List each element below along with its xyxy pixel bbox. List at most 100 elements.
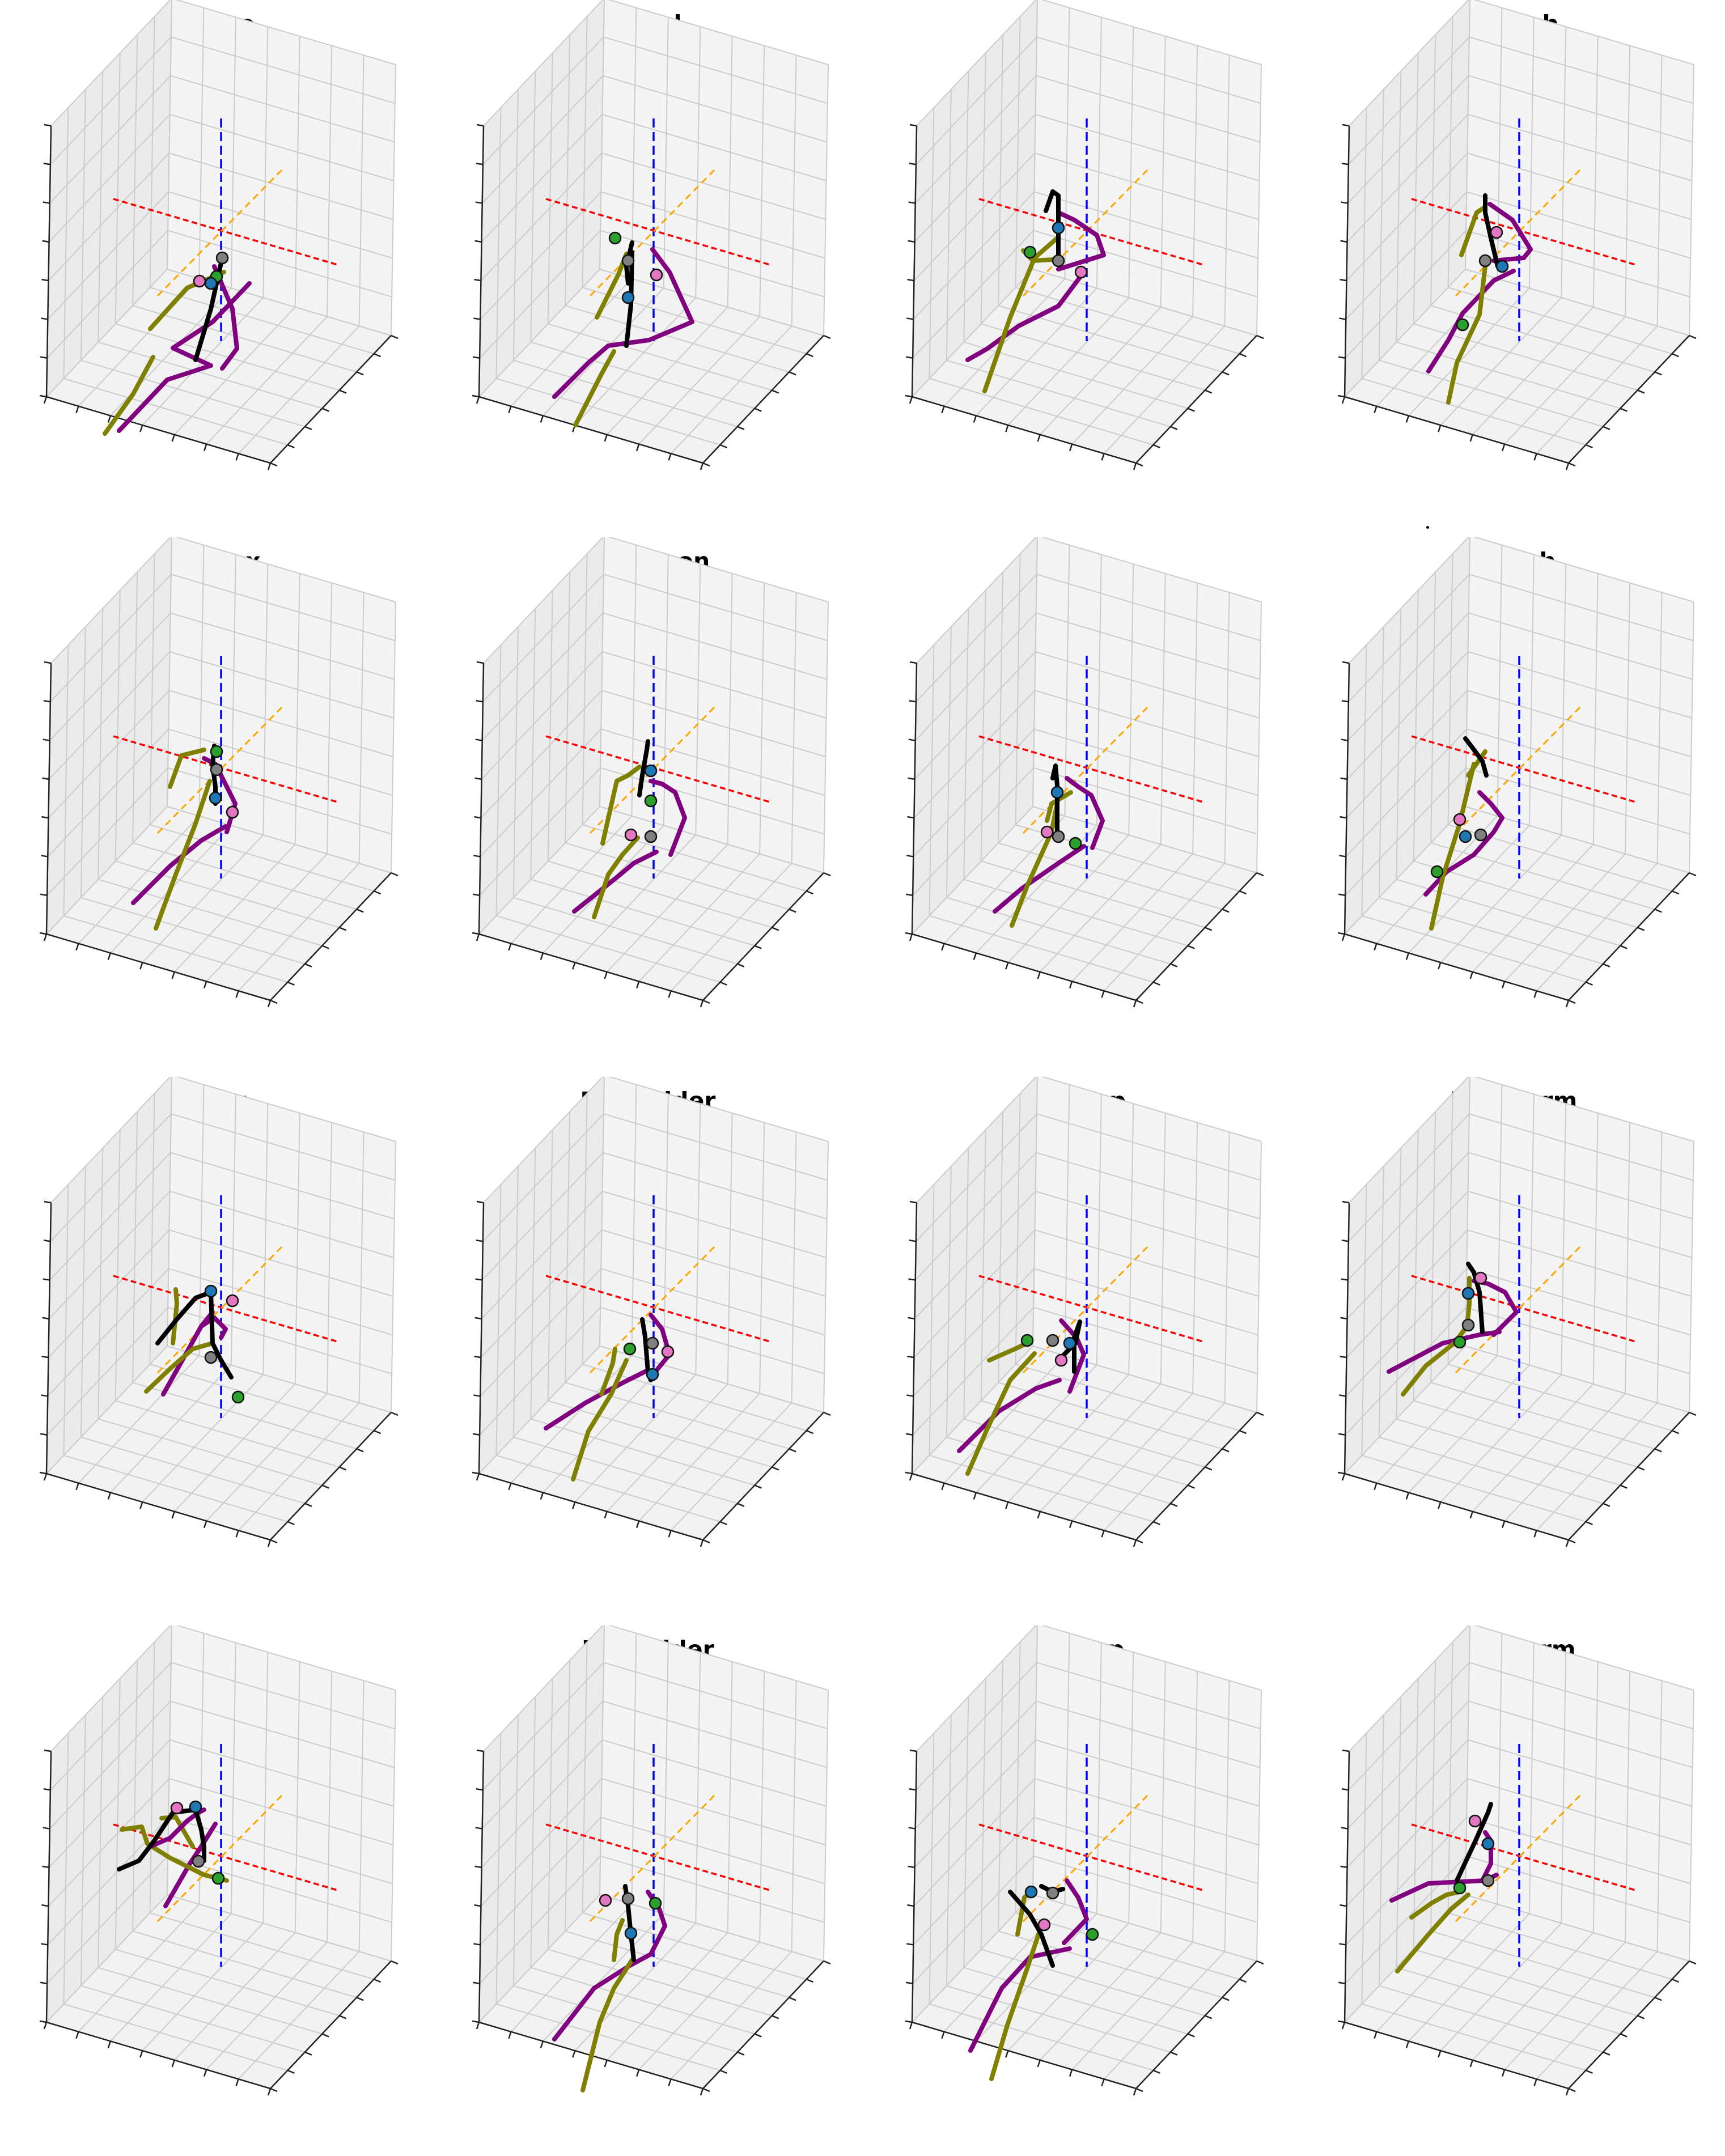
gridline xyxy=(1346,114,1469,243)
x-tick xyxy=(1101,990,1105,998)
y-axis-line xyxy=(702,1960,824,2089)
skeleton-segment xyxy=(957,1378,1062,1453)
gridline xyxy=(1362,377,1586,445)
gridline xyxy=(483,1626,604,1752)
z-tick xyxy=(1339,317,1346,320)
gridline xyxy=(929,2003,1154,2071)
gridline xyxy=(929,644,935,916)
gridline xyxy=(603,1113,828,1181)
gridline xyxy=(1064,1633,1070,1904)
gridline xyxy=(171,36,396,104)
y-tick xyxy=(1135,1539,1143,1544)
x-tick xyxy=(1438,2050,1442,2058)
gridline xyxy=(1349,1626,1469,1752)
gridline xyxy=(1036,1700,1260,1768)
joint-marker xyxy=(624,828,638,842)
gridline xyxy=(603,1662,828,1730)
gridline xyxy=(46,269,168,397)
y-tick xyxy=(1135,462,1143,467)
gridline xyxy=(1041,537,1262,602)
reference-x-axis xyxy=(545,1275,770,1343)
x-tick xyxy=(1469,434,1473,442)
floor-pane xyxy=(1345,1895,1689,2089)
gridline xyxy=(98,1418,323,1486)
gridline xyxy=(603,1152,827,1220)
z-tick xyxy=(905,1471,913,1475)
x-tick xyxy=(1374,2031,1378,2039)
left-pane xyxy=(1345,1626,1470,2022)
skeleton-segment xyxy=(1463,736,1489,778)
back-pane xyxy=(167,0,396,336)
gridline xyxy=(1467,1229,1692,1297)
skeleton-segment xyxy=(592,835,640,919)
z-tick xyxy=(909,1240,917,1242)
x-axis-line xyxy=(912,396,1137,464)
gridline xyxy=(1015,1093,1021,1365)
joint-marker xyxy=(644,764,658,778)
z-tick xyxy=(473,317,481,320)
gridline xyxy=(1396,341,1621,409)
gridline xyxy=(964,1418,1188,1486)
gridline xyxy=(206,853,328,982)
gridline xyxy=(916,36,1037,165)
gridline xyxy=(46,1346,168,1474)
gridline xyxy=(512,89,519,360)
gridline xyxy=(230,17,236,288)
gridline xyxy=(198,545,205,816)
gridline xyxy=(63,1184,69,1455)
gridline xyxy=(1015,554,1021,825)
gridline xyxy=(1349,537,1469,664)
z-tick xyxy=(1341,739,1348,741)
gridline xyxy=(1468,1152,1693,1220)
joint-marker xyxy=(1490,226,1503,239)
z-tick xyxy=(905,1981,913,1984)
x-tick xyxy=(635,444,640,451)
y-tick xyxy=(287,444,295,449)
axes-3d xyxy=(39,1077,399,1547)
gridline xyxy=(63,2003,288,2071)
x-tick xyxy=(203,444,207,451)
gridline xyxy=(483,0,604,126)
gridline xyxy=(1472,1932,1594,2061)
gridline xyxy=(1465,1077,1470,1347)
left-pane xyxy=(479,1077,604,1474)
gridline xyxy=(531,1418,755,1486)
gridline xyxy=(548,323,772,391)
x-axis-line xyxy=(478,933,703,1001)
y-axis-line xyxy=(1568,335,1690,464)
gridline xyxy=(914,651,1036,780)
x-tick xyxy=(75,1483,79,1491)
floor-pane xyxy=(479,1346,824,1540)
x-tick xyxy=(941,2031,945,2039)
x-tick xyxy=(139,1501,143,1509)
z-tick xyxy=(1337,2020,1345,2023)
gridline xyxy=(670,325,792,454)
gridline xyxy=(1440,1922,1562,2051)
gridline xyxy=(1592,1661,1599,1933)
gridline xyxy=(479,1307,601,1436)
y-tick xyxy=(1637,927,1645,931)
gridline xyxy=(1468,113,1692,181)
skeleton-segment xyxy=(1062,1878,1089,1945)
z-tick xyxy=(474,1355,481,1359)
gridline xyxy=(913,191,1035,320)
gridline xyxy=(1256,601,1262,873)
gridline xyxy=(167,806,392,873)
floor-pane xyxy=(912,1895,1257,2089)
gridline xyxy=(1036,1113,1261,1181)
z-tick xyxy=(905,932,913,935)
gridline xyxy=(1128,1104,1134,1375)
back-pane xyxy=(1033,537,1261,873)
gridline xyxy=(510,278,633,407)
y-tick xyxy=(1205,1466,1213,1471)
joint-marker xyxy=(621,254,635,268)
gridline xyxy=(976,1913,1097,2042)
skeleton-segment xyxy=(168,748,206,789)
gridline xyxy=(603,612,827,680)
z-tick xyxy=(41,1355,49,1359)
gridline xyxy=(1413,590,1419,861)
subplot-panel: RShoulder xyxy=(433,1077,863,1607)
z-tick xyxy=(475,1278,482,1281)
y-tick xyxy=(304,426,312,430)
gridline xyxy=(601,728,825,796)
